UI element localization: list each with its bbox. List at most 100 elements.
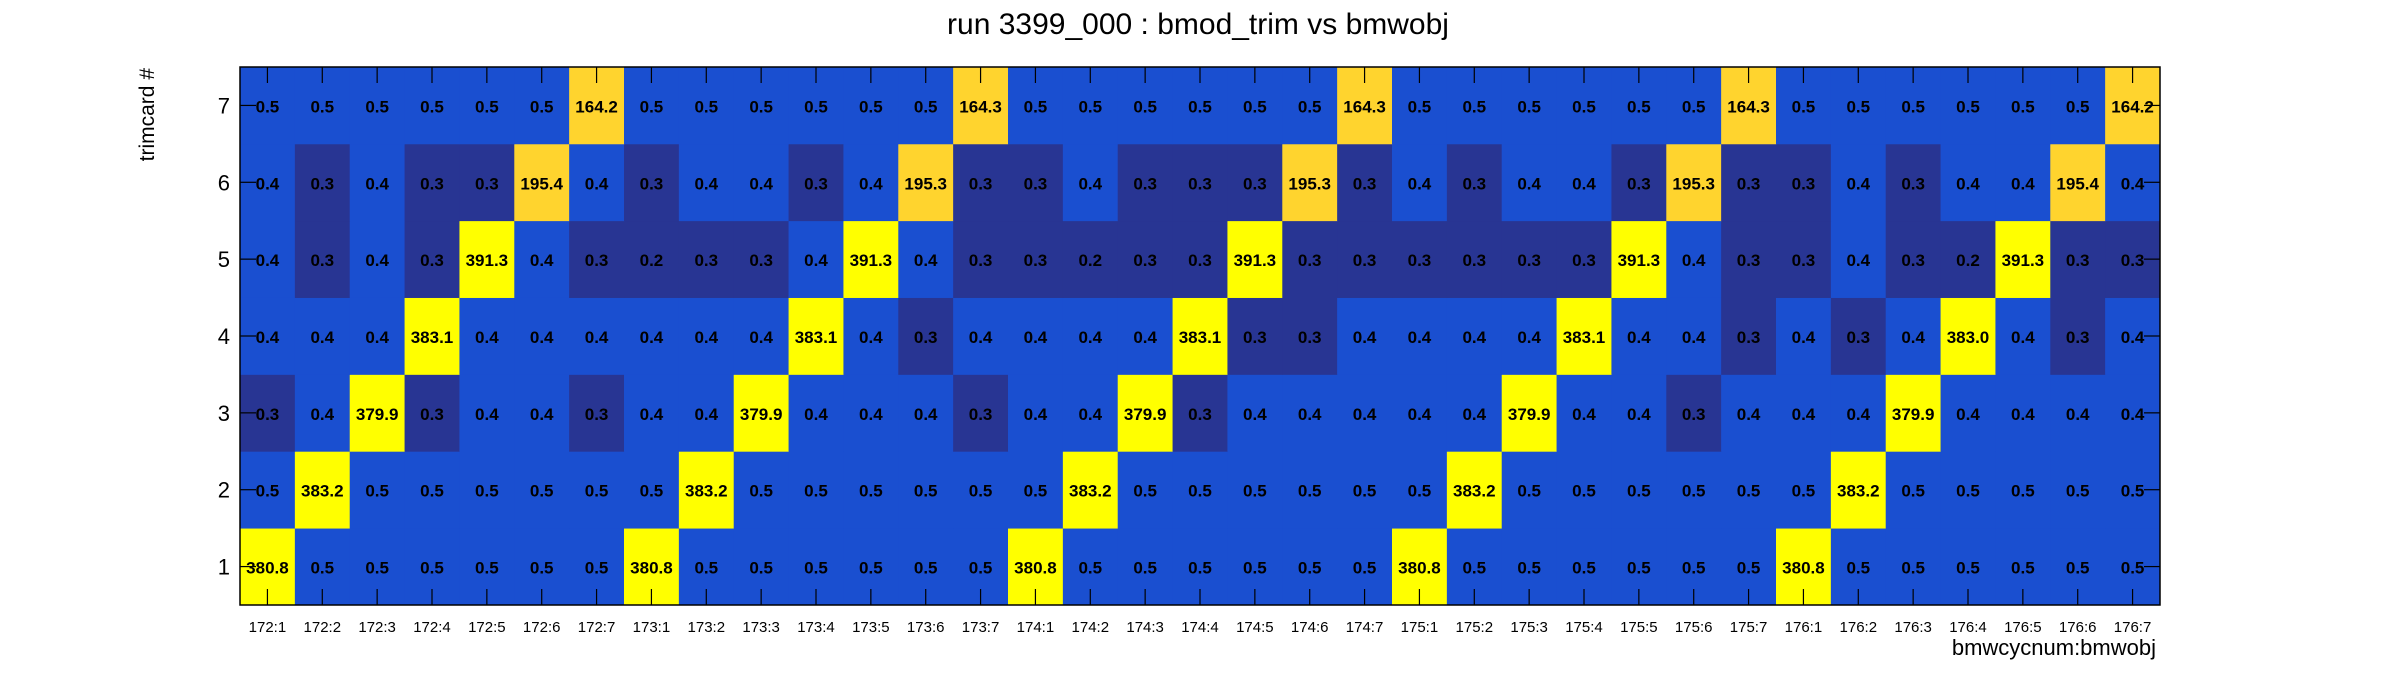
cell-value-label: 0.4 — [1024, 405, 1048, 424]
heatmap-cell — [624, 451, 680, 529]
cell-value-label: 0.3 — [1243, 174, 1267, 193]
heatmap-cell — [1830, 143, 1887, 222]
heatmap-cell — [514, 220, 570, 298]
x-tick-label: 176:4 — [1949, 619, 1987, 636]
heatmap-cell — [678, 451, 735, 529]
cell-value-label: 0.5 — [969, 559, 993, 578]
heatmap-cell — [953, 220, 1009, 298]
heatmap-cell — [1776, 451, 1832, 529]
heatmap-cell — [843, 220, 899, 298]
x-tick-label: 174:1 — [1017, 619, 1055, 636]
heatmap-cell — [1062, 220, 1119, 298]
cell-value-label: 383.2 — [1453, 482, 1496, 501]
cell-value-label: 0.4 — [1901, 328, 1925, 347]
heatmap-cell — [624, 374, 680, 452]
cell-value-label: 0.4 — [1517, 328, 1541, 347]
x-tick-label: 172:2 — [304, 619, 342, 636]
chart-title: run 3399_000 : bmod_trim vs bmwobj — [947, 8, 1449, 41]
cell-value-label: 0.5 — [1901, 482, 1925, 501]
cell-value-label: 380.8 — [1782, 559, 1825, 578]
cell-value-label: 0.4 — [1572, 405, 1596, 424]
cell-value-label: 0.5 — [749, 482, 773, 501]
heatmap-cell — [1446, 451, 1503, 529]
heatmap-cell — [1117, 220, 1173, 298]
heatmap-cell — [349, 220, 405, 298]
cell-value-label: 0.5 — [2121, 559, 2145, 578]
cell-value-label: 0.5 — [420, 97, 444, 116]
cell-value-label: 0.4 — [1133, 328, 1157, 347]
cell-value-label: 0.4 — [1627, 405, 1651, 424]
cell-value-label: 0.5 — [1846, 97, 1870, 116]
heatmap-cell — [1776, 374, 1832, 452]
cell-value-label: 391.3 — [850, 251, 893, 270]
heatmap-cell — [624, 220, 680, 298]
cell-value-label: 0.5 — [1408, 97, 1432, 116]
cell-value-label: 379.9 — [1508, 405, 1551, 424]
cell-value-label: 0.4 — [749, 174, 773, 193]
heatmap-cell — [733, 143, 789, 222]
heatmap-cell — [2050, 451, 2106, 529]
cell-value-label: 0.3 — [475, 174, 499, 193]
heatmap-cell — [1721, 220, 1777, 298]
heatmap-cell — [1556, 451, 1612, 529]
cell-value-label: 0.3 — [1188, 251, 1212, 270]
cell-value-label: 391.3 — [1618, 251, 1661, 270]
heatmap-cell — [953, 451, 1009, 529]
heatmap-cell — [1172, 297, 1228, 375]
cell-value-label: 0.4 — [804, 251, 828, 270]
cell-value-label: 0.3 — [749, 251, 773, 270]
heatmap-cell — [1940, 374, 1996, 452]
heatmap-cell — [1940, 451, 1996, 529]
cell-value-label: 0.5 — [1846, 559, 1870, 578]
heatmap-cell — [898, 451, 954, 529]
cell-value-label: 379.9 — [740, 405, 783, 424]
x-tick-label: 174:3 — [1126, 619, 1164, 636]
cell-value-label: 0.4 — [530, 251, 554, 270]
heatmap-cell — [898, 143, 954, 222]
cell-value-label: 0.5 — [694, 559, 718, 578]
cell-value-label: 0.3 — [969, 405, 993, 424]
cell-value-label: 380.8 — [1014, 559, 1057, 578]
cell-value-label: 383.1 — [1563, 328, 1606, 347]
x-tick-label: 174:4 — [1181, 619, 1219, 636]
cell-value-label: 0.4 — [1956, 405, 1980, 424]
cell-value-label: 0.5 — [1298, 97, 1322, 116]
heatmap-cell — [733, 451, 789, 529]
cell-value-label: 0.5 — [2011, 482, 2035, 501]
x-tick-label: 172:1 — [249, 619, 287, 636]
cell-value-label: 0.5 — [1627, 559, 1651, 578]
x-axis-title: bmwcycnum:bmwobj — [1952, 635, 2156, 660]
cell-value-label: 0.5 — [1243, 97, 1267, 116]
cell-value-label: 0.4 — [694, 174, 718, 193]
x-tick-label: 175:7 — [1730, 619, 1768, 636]
cell-value-label: 0.4 — [1737, 405, 1761, 424]
cell-value-label: 379.9 — [1124, 405, 1167, 424]
heatmap-cell — [1117, 297, 1173, 375]
heatmap-cell — [349, 297, 405, 375]
heatmap-cell — [1940, 297, 1996, 375]
cell-value-label: 0.5 — [530, 482, 554, 501]
cell-value-label: 0.4 — [1517, 174, 1541, 193]
cell-value-label: 383.1 — [411, 328, 454, 347]
heatmap-cell — [459, 451, 515, 529]
y-tick-label: 6 — [218, 170, 230, 195]
cell-value-label: 0.4 — [585, 328, 609, 347]
heatmap-cell — [1885, 374, 1941, 452]
y-tick-label: 4 — [218, 324, 230, 349]
heatmap-cell — [404, 451, 460, 529]
cell-value-label: 0.5 — [859, 97, 883, 116]
cell-value-label: 0.3 — [1298, 251, 1322, 270]
cell-value-label: 0.5 — [1024, 482, 1048, 501]
y-tick-label: 1 — [218, 555, 230, 580]
cell-value-label: 0.4 — [694, 328, 718, 347]
heatmap-cell — [843, 374, 899, 452]
cell-value-label: 0.4 — [914, 405, 938, 424]
heatmap-cell — [1611, 143, 1667, 222]
heatmap-cell — [1172, 143, 1228, 222]
heatmap-cell — [1885, 143, 1941, 222]
heatmap-cell — [1721, 297, 1777, 375]
heatmap-cell — [733, 297, 789, 375]
heatmap-cell — [1337, 451, 1393, 529]
heatmap-cell — [1940, 220, 1996, 298]
cell-value-label: 0.5 — [2011, 559, 2035, 578]
